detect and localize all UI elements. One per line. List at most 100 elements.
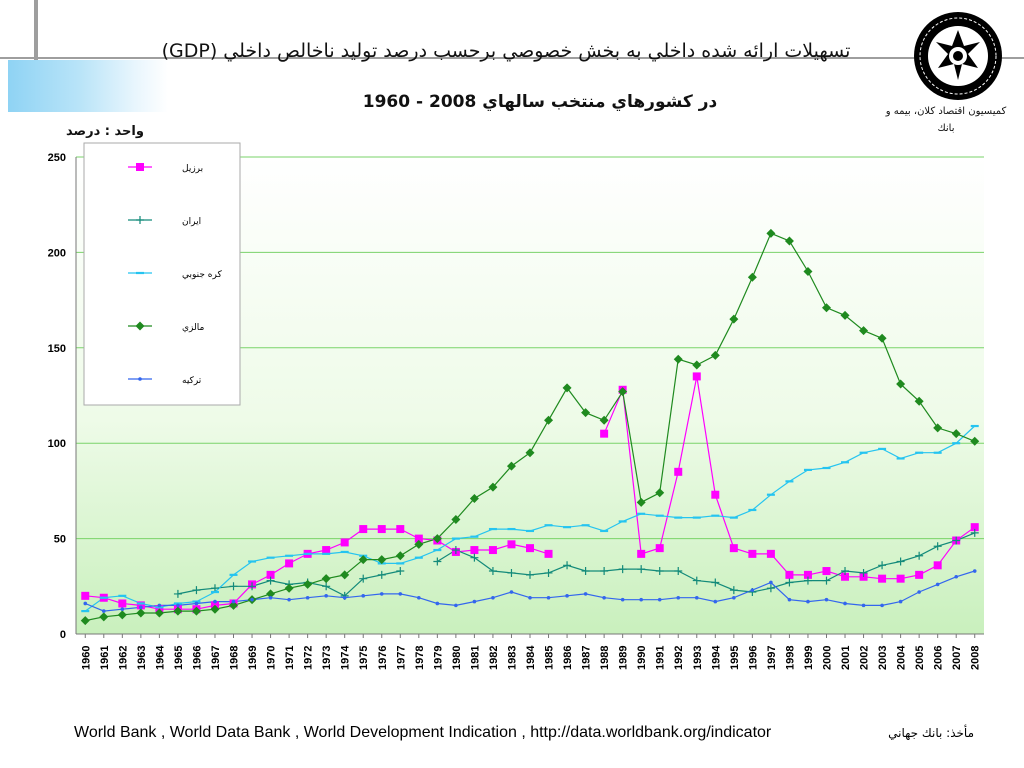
data-point — [544, 415, 554, 425]
x-tick-label: 1986 — [562, 646, 574, 670]
x-tick-label: 1985 — [544, 646, 556, 670]
data-point — [322, 582, 331, 591]
data-point — [859, 326, 869, 336]
x-tick-label: 1962 — [117, 646, 129, 670]
data-point — [210, 604, 220, 614]
data-point — [954, 574, 959, 579]
legend-label: تركيه — [182, 376, 202, 386]
x-tick-label: 2005 — [914, 646, 926, 670]
data-point — [639, 597, 643, 602]
data-point — [841, 572, 850, 581]
data-point — [970, 523, 979, 532]
data-point — [546, 595, 551, 600]
x-tick-label: 1989 — [618, 646, 630, 670]
data-point — [469, 494, 479, 504]
decorative-gradient-block — [8, 60, 168, 112]
data-point — [951, 429, 961, 439]
data-point — [935, 582, 940, 587]
data-point — [620, 597, 625, 602]
x-tick-label: 1967 — [210, 646, 222, 670]
data-point — [914, 396, 924, 406]
data-point — [618, 387, 628, 397]
x-tick-label: 1963 — [136, 646, 148, 670]
data-point — [229, 582, 238, 591]
x-tick-label: 1978 — [414, 646, 426, 670]
data-point — [674, 567, 683, 576]
y-tick-label: 250 — [48, 152, 66, 164]
data-point — [655, 567, 664, 576]
data-point — [528, 595, 532, 600]
y-tick-label: 150 — [48, 343, 66, 355]
x-tick-label: 1975 — [358, 646, 370, 670]
data-point — [324, 594, 328, 598]
data-point — [674, 467, 683, 476]
data-point — [581, 408, 591, 418]
legend-marker — [138, 377, 142, 381]
data-point — [509, 590, 514, 594]
data-point — [191, 606, 201, 616]
data-point — [377, 525, 386, 534]
data-point — [673, 354, 683, 364]
legend-label: برزيل — [182, 164, 203, 174]
data-point — [176, 603, 180, 608]
gdp-credit-line-chart: 0 50 100 150 200 250 1960 1961 1962 1963 1964 1965… — [48, 142, 984, 670]
x-tick-label: 1973 — [321, 646, 333, 670]
x-tick-label: 1961 — [99, 646, 111, 670]
data-point — [618, 565, 627, 574]
slide-subtitle: در كشورهاي منتخب سالهاي 2008 - 1960 — [362, 92, 718, 112]
data-point — [602, 595, 606, 600]
x-tick-label: 1991 — [655, 646, 667, 670]
data-point — [250, 597, 254, 602]
data-point — [472, 599, 477, 604]
x-tick-label: 1992 — [673, 646, 685, 670]
data-point — [120, 607, 125, 611]
data-point — [526, 544, 534, 553]
data-point — [470, 553, 479, 562]
data-point — [692, 372, 701, 381]
data-point — [952, 536, 961, 545]
data-point — [173, 606, 183, 616]
data-point — [933, 542, 942, 551]
data-point — [525, 448, 535, 458]
x-tick-label: 2006 — [933, 646, 945, 670]
data-point — [896, 379, 906, 389]
data-point — [600, 429, 609, 438]
x-tick-label: 1982 — [488, 646, 500, 670]
data-point — [377, 570, 386, 579]
data-point — [99, 612, 109, 622]
x-tick-label: 1995 — [729, 646, 741, 670]
data-point — [433, 557, 442, 566]
data-point — [470, 546, 479, 555]
data-point — [972, 569, 977, 573]
data-point — [748, 549, 757, 558]
data-point — [454, 603, 458, 608]
data-point — [915, 551, 924, 560]
legend-label: مالزي — [182, 323, 204, 333]
data-point — [841, 567, 850, 576]
data-point — [435, 601, 440, 606]
x-tick-label: 1998 — [784, 646, 796, 670]
data-point — [896, 574, 905, 583]
data-point — [395, 551, 405, 561]
data-point — [750, 588, 755, 592]
data-point — [377, 555, 387, 565]
legend-marker — [136, 163, 144, 171]
data-point — [822, 576, 831, 585]
data-point — [766, 584, 775, 593]
data-point — [562, 383, 572, 393]
data-point — [359, 525, 368, 534]
decorative-bar-vertical — [34, 0, 38, 112]
data-point — [581, 567, 590, 576]
data-point — [822, 567, 831, 576]
data-point — [769, 580, 773, 585]
x-tick-label: 1971 — [284, 646, 296, 670]
decorative-bar-horizontal — [0, 57, 1024, 59]
legend-label: ايران — [182, 217, 201, 227]
x-tick-label: 1981 — [469, 646, 481, 670]
data-point — [859, 568, 868, 577]
data-point — [785, 570, 794, 579]
x-tick-label: 1983 — [506, 646, 518, 670]
data-point — [81, 591, 90, 600]
data-point — [80, 616, 90, 626]
x-tick-label: 1960 — [80, 646, 92, 670]
